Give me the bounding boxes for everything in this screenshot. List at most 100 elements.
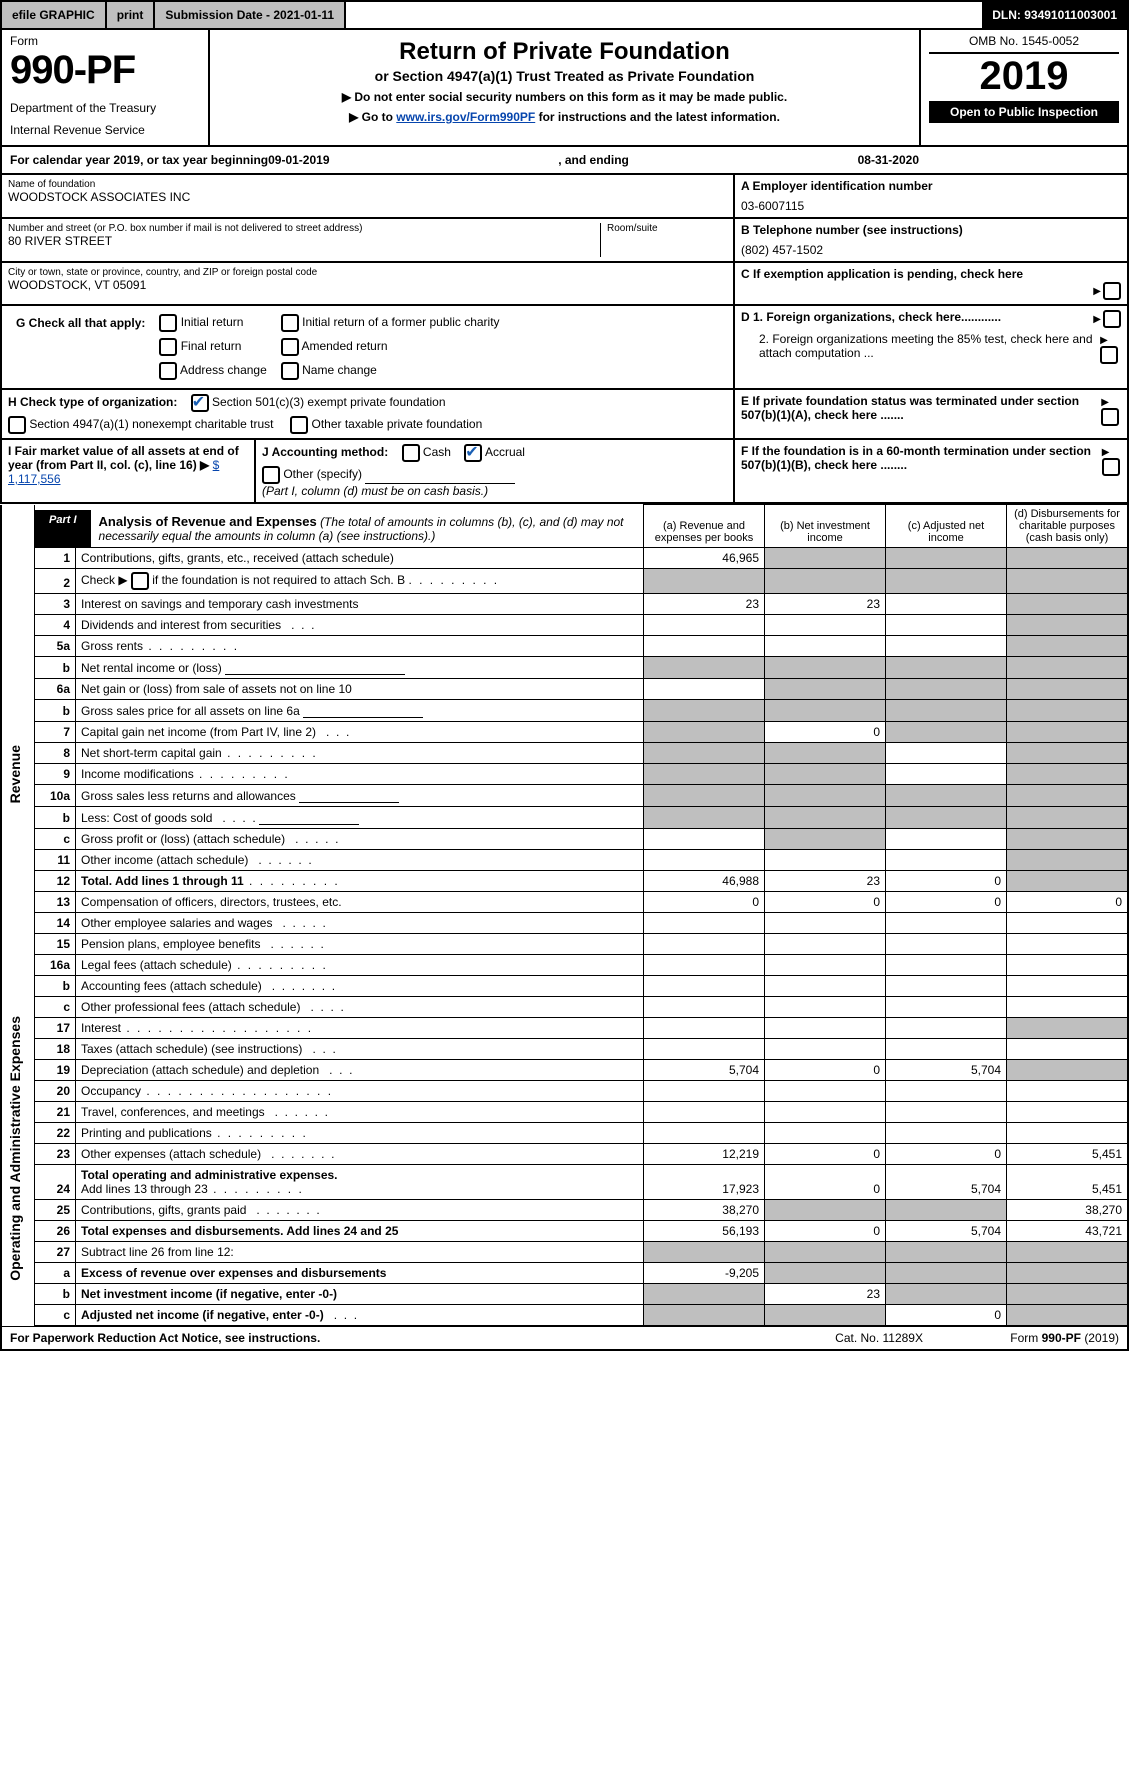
form-note-goto: ▶ Go to www.irs.gov/Form990PF for instru… xyxy=(218,110,911,124)
line-5b: b Net rental income or (loss) xyxy=(1,657,1128,679)
address-change-checkbox[interactable] xyxy=(159,362,177,380)
dln-label: DLN: 93491011003001 xyxy=(982,2,1127,28)
efile-graphic-label: efile GRAPHIC xyxy=(2,2,107,28)
e-checkbox[interactable] xyxy=(1101,408,1119,426)
line-2-checkbox[interactable] xyxy=(131,572,149,590)
line-8-desc: Net short-term capital gain xyxy=(81,746,222,760)
initial-return-checkbox[interactable] xyxy=(159,314,177,332)
f-checkbox[interactable] xyxy=(1102,458,1120,476)
exemption-pending-checkbox[interactable] xyxy=(1103,282,1121,300)
line-5b-desc: Net rental income or (loss) xyxy=(81,661,222,675)
h-other-checkbox[interactable] xyxy=(290,416,308,434)
form-note-ssn: ▶ Do not enter social security numbers o… xyxy=(218,90,911,104)
line-14: 14 Other employee salaries and wages . .… xyxy=(1,913,1128,934)
line-7-b: 0 xyxy=(765,722,886,743)
phone-label: B Telephone number (see instructions) xyxy=(741,223,1121,237)
line-6a-desc: Net gain or (loss) from sale of assets n… xyxy=(76,679,644,700)
initial-return-label: Initial return xyxy=(181,315,244,329)
line-24b-desc: Add lines 13 through 23 xyxy=(81,1182,208,1196)
line-27c: c Adjusted net income (if negative, ente… xyxy=(1,1305,1128,1326)
form990pf-link[interactable]: www.irs.gov/Form990PF xyxy=(396,110,535,124)
line-3-b: 23 xyxy=(765,594,886,615)
section-c-label: C If exemption application is pending, c… xyxy=(741,267,1023,281)
line-7: 7 Capital gain net income (from Part IV,… xyxy=(1,722,1128,743)
line-11: 11 Other income (attach schedule) . . . … xyxy=(1,850,1128,871)
d2-label: 2. Foreign organizations meeting the 85%… xyxy=(741,332,1100,364)
dept-irs: Internal Revenue Service xyxy=(10,123,200,137)
j-label: J Accounting method: xyxy=(262,445,388,459)
initial-former-checkbox[interactable] xyxy=(281,314,299,332)
calyear-mid: , and ending xyxy=(330,153,858,167)
h-501c3-checkbox[interactable] xyxy=(191,394,209,412)
line-17: 17 Interest xyxy=(1,1018,1128,1039)
line-10b: Operating and Administrative Expenses b … xyxy=(1,807,1128,829)
submission-date: Submission Date - 2021-01-11 xyxy=(155,2,346,28)
line-23-desc: Other expenses (attach schedule) xyxy=(81,1147,261,1161)
form-subtitle: or Section 4947(a)(1) Trust Treated as P… xyxy=(218,68,911,84)
form-footer-label: Form xyxy=(1010,1331,1041,1345)
line-12: 12 Total. Add lines 1 through 11 46,988 … xyxy=(1,871,1128,892)
line-27a: a Excess of revenue over expenses and di… xyxy=(1,1263,1128,1284)
col-a-header: (a) Revenue and expenses per books xyxy=(644,505,765,548)
entity-name-row: Name of foundation WOODSTOCK ASSOCIATES … xyxy=(0,175,1129,219)
j-cash-label: Cash xyxy=(423,445,451,459)
line-10b-desc: Less: Cost of goods sold xyxy=(81,811,212,825)
line-22: 22 Printing and publications xyxy=(1,1123,1128,1144)
j-accrual-checkbox[interactable] xyxy=(464,444,482,462)
line-27-desc: Subtract line 26 from line 12: xyxy=(76,1242,644,1263)
line-24-desc: Total operating and administrative expen… xyxy=(81,1168,638,1182)
form-title: Return of Private Foundation xyxy=(218,38,911,66)
line-19-c: 5,704 xyxy=(886,1060,1007,1081)
line-24-d: 5,451 xyxy=(1007,1165,1129,1200)
d2-checkbox[interactable] xyxy=(1100,346,1118,364)
line-26-desc: Total expenses and disbursements. Add li… xyxy=(76,1221,644,1242)
line-25-a: 38,270 xyxy=(644,1200,765,1221)
line-12-b: 23 xyxy=(765,871,886,892)
entity-address-row: Number and street (or P.O. box number if… xyxy=(0,219,1129,263)
line-27: 27 Subtract line 26 from line 12: xyxy=(1,1242,1128,1263)
line-13-a: 0 xyxy=(644,892,765,913)
print-button[interactable]: print xyxy=(107,2,156,28)
form-number: 990-PF xyxy=(10,48,200,93)
line-20: 20 Occupancy xyxy=(1,1081,1128,1102)
line-23-c: 0 xyxy=(886,1144,1007,1165)
line-26: 26 Total expenses and disbursements. Add… xyxy=(1,1221,1128,1242)
line-2: 2 Check ▶ if the foundation is not requi… xyxy=(1,569,1128,594)
line-1: 1 Contributions, gifts, grants, etc., re… xyxy=(1,548,1128,569)
line-24-c: 5,704 xyxy=(886,1165,1007,1200)
line-21-desc: Travel, conferences, and meetings xyxy=(81,1105,265,1119)
line-16a-desc: Legal fees (attach schedule) xyxy=(81,958,232,972)
final-return-checkbox[interactable] xyxy=(159,338,177,356)
line-22-desc: Printing and publications xyxy=(81,1126,212,1140)
line-2-prefix: Check ▶ xyxy=(81,573,128,587)
amended-return-checkbox[interactable] xyxy=(281,338,299,356)
form-footer-number: 990-PF xyxy=(1042,1331,1081,1345)
line-5a-desc: Gross rents xyxy=(81,639,143,653)
line-23-d: 5,451 xyxy=(1007,1144,1129,1165)
line-4: 4 Dividends and interest from securities… xyxy=(1,615,1128,636)
line-2-suffix: if the foundation is not required to att… xyxy=(152,573,405,587)
line-7-desc: Capital gain net income (from Part IV, l… xyxy=(81,725,316,739)
line-24: 24 Total operating and administrative ex… xyxy=(1,1165,1128,1200)
line-12-c: 0 xyxy=(886,871,1007,892)
h-4947-checkbox[interactable] xyxy=(8,416,26,434)
line-16a: 16a Legal fees (attach schedule) xyxy=(1,955,1128,976)
line-6b-desc: Gross sales price for all assets on line… xyxy=(81,704,300,718)
section-f-label: F If the foundation is in a 60-month ter… xyxy=(741,444,1102,476)
line-15-desc: Pension plans, employee benefits xyxy=(81,937,260,951)
name-label: Name of foundation xyxy=(8,179,727,190)
catalog-number: Cat. No. 11289X xyxy=(827,1327,931,1349)
name-change-checkbox[interactable] xyxy=(281,362,299,380)
line-19-desc: Depreciation (attach schedule) and deple… xyxy=(81,1063,319,1077)
line-20-desc: Occupancy xyxy=(81,1084,141,1098)
form-footer-year: (2019) xyxy=(1084,1331,1119,1345)
j-cash-checkbox[interactable] xyxy=(402,444,420,462)
line-25: 25 Contributions, gifts, grants paid . .… xyxy=(1,1200,1128,1221)
tax-year: 2019 xyxy=(929,54,1119,99)
j-other-checkbox[interactable] xyxy=(262,466,280,484)
g-label: G Check all that apply: xyxy=(10,312,151,334)
line-10a-desc: Gross sales less returns and allowances xyxy=(81,789,296,803)
initial-former-label: Initial return of a former public charit… xyxy=(302,315,499,329)
d1-checkbox[interactable] xyxy=(1103,310,1121,328)
goto-suffix: for instructions and the latest informat… xyxy=(539,110,780,124)
